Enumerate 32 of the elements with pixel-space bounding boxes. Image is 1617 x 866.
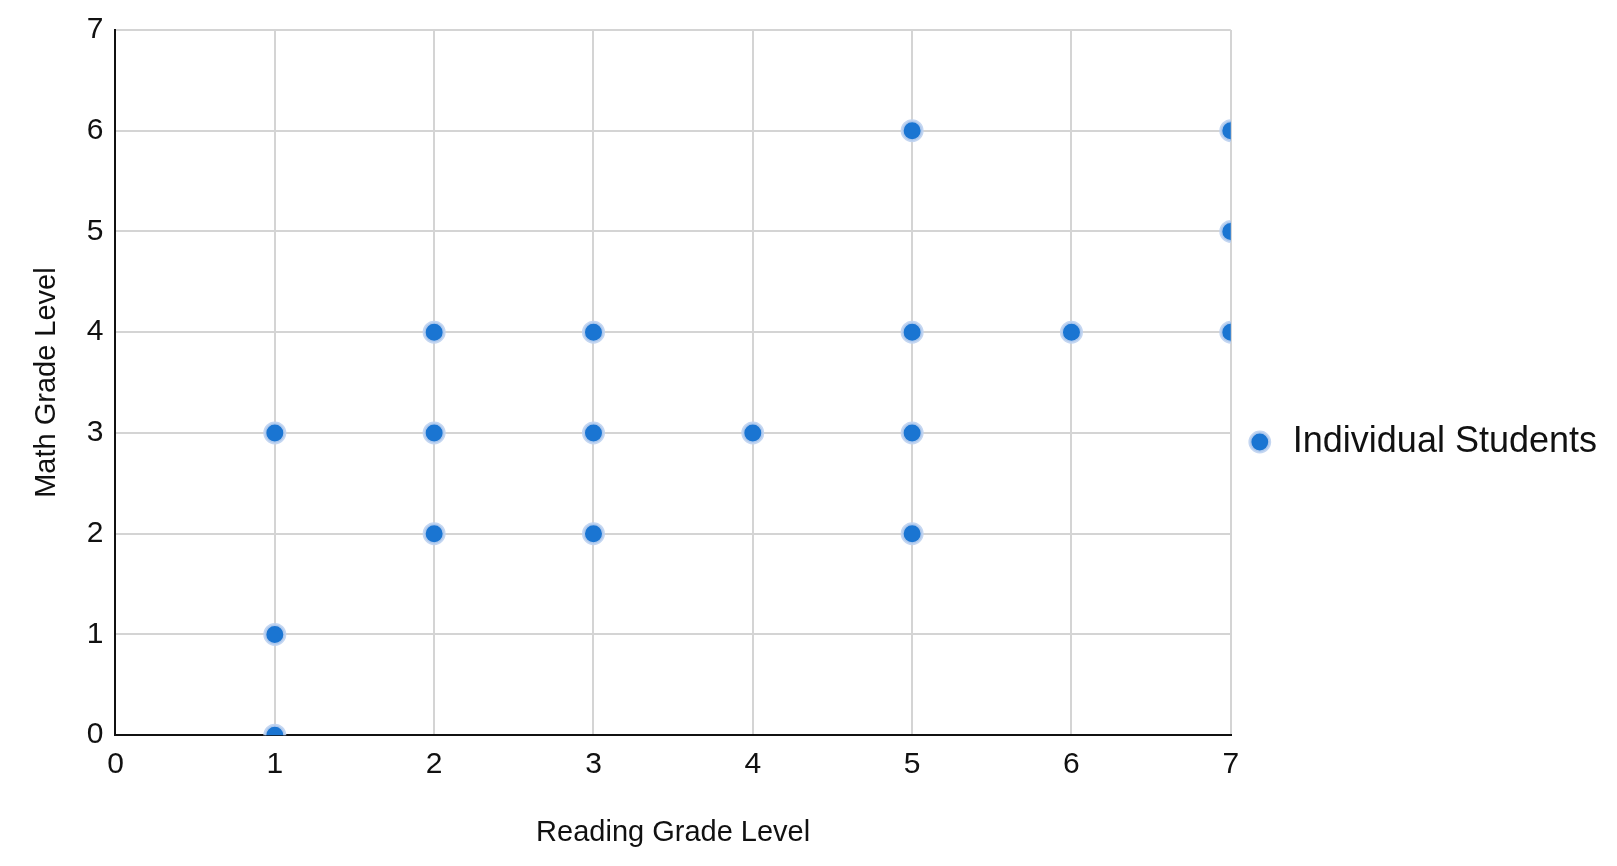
point bbox=[900, 522, 924, 546]
x-tick-label: 2 bbox=[425, 746, 443, 780]
legend-label: Individual Students bbox=[1292, 418, 1598, 460]
point bbox=[581, 421, 605, 445]
point bbox=[263, 421, 287, 445]
x-axis-title: Reading Grade Level bbox=[536, 814, 811, 847]
x-tick-label: 4 bbox=[744, 746, 762, 780]
point bbox=[900, 421, 924, 445]
point bbox=[422, 320, 446, 344]
y-tick-label: 5 bbox=[86, 212, 104, 246]
y-tick-label: 4 bbox=[86, 313, 104, 347]
x-tick-label: 5 bbox=[903, 746, 921, 780]
point bbox=[900, 320, 924, 344]
point bbox=[581, 320, 605, 344]
x-tick-label: 3 bbox=[585, 746, 602, 780]
x-tick-label: 7 bbox=[1222, 746, 1240, 780]
y-tick-label: 6 bbox=[86, 112, 104, 146]
y-tick-label: 7 bbox=[86, 11, 104, 45]
point bbox=[741, 421, 765, 445]
y-tick-label: 3 bbox=[86, 414, 104, 448]
y-tick-label: 2 bbox=[86, 514, 104, 548]
x-tick-label: 6 bbox=[1063, 746, 1080, 780]
y-tick-label: 1 bbox=[86, 615, 104, 649]
x-tick-label: 1 bbox=[266, 746, 284, 780]
y-axis-title: Math Grade Level bbox=[29, 267, 62, 498]
point bbox=[422, 421, 446, 445]
point bbox=[581, 522, 605, 546]
point bbox=[422, 522, 446, 546]
point bbox=[900, 119, 924, 143]
point bbox=[1059, 320, 1083, 344]
point bbox=[263, 622, 287, 646]
y-tick-label: 0 bbox=[86, 716, 104, 750]
